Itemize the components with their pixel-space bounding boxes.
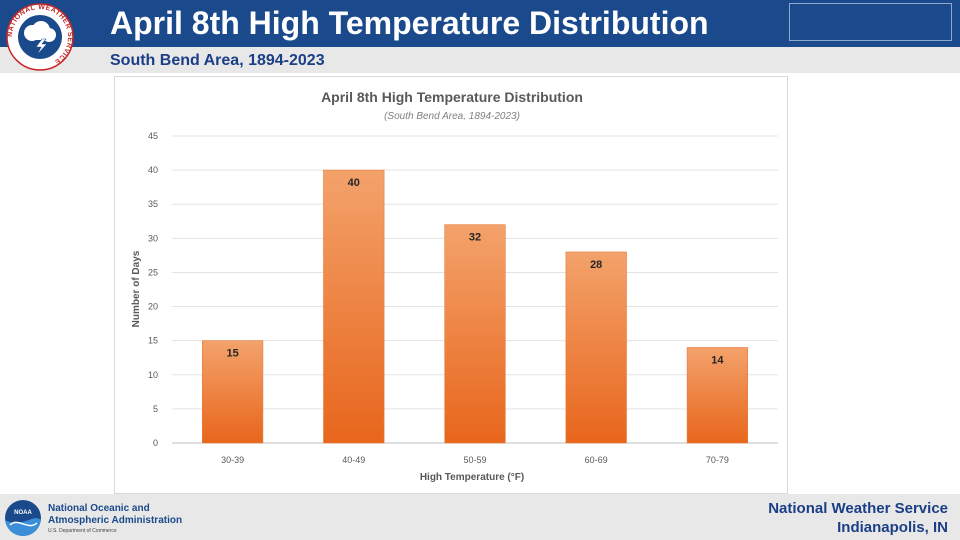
- chart-subtitle: (South Bend Area, 1894-2023): [384, 111, 520, 122]
- header-bar: [0, 0, 960, 47]
- page-subtitle: South Bend Area, 1894-2023: [110, 52, 325, 69]
- bar-30-39: [202, 340, 264, 444]
- y-tick-label: 20: [148, 302, 158, 312]
- y-tick-label: 0: [153, 438, 158, 448]
- bar-40-49: [323, 169, 385, 444]
- nws-office: National Weather Service Indianapolis, I…: [768, 499, 948, 537]
- y-tick-label: 30: [148, 233, 158, 243]
- bar-70-79: [686, 347, 748, 444]
- nws-office-line2: Indianapolis, IN: [837, 519, 948, 536]
- data-label: 28: [590, 259, 602, 271]
- noaa-org-line1: National Oceanic and: [48, 503, 150, 514]
- y-tick-label: 40: [148, 165, 158, 175]
- data-label: 14: [711, 354, 724, 366]
- noaa-department: U.S. Department of Commerce: [48, 528, 117, 534]
- x-axis-title: High Temperature (°F): [420, 472, 524, 483]
- page-title: April 8th High Temperature Distribution: [110, 5, 709, 41]
- bar-chart: April 8th High Temperature Distribution …: [131, 89, 778, 483]
- nws-office-line1: National Weather Service: [768, 500, 948, 517]
- y-tick-label: 15: [148, 336, 158, 346]
- chart-title: April 8th High Temperature Distribution: [321, 89, 583, 105]
- data-label: 32: [469, 232, 481, 244]
- x-tick-label: 60-69: [585, 455, 608, 465]
- nws-logo: NATIONAL WEATHER SERVICE: [6, 3, 74, 71]
- y-axis-title: Number of Days: [131, 250, 142, 327]
- header-placeholder-box: [789, 3, 952, 41]
- bar-50-59: [444, 224, 506, 444]
- noaa-org-line2: Atmospheric Administration: [48, 515, 183, 526]
- x-tick-label: 50-59: [463, 455, 486, 465]
- y-tick-label: 5: [153, 404, 158, 414]
- x-tick-label: 30-39: [221, 455, 244, 465]
- y-tick-label: 25: [148, 267, 158, 277]
- noaa-logo: NOAA: [5, 500, 41, 536]
- data-label: 15: [226, 348, 238, 360]
- noaa-org-name: National Oceanic and Atmospheric Adminis…: [48, 503, 248, 527]
- y-tick-label: 10: [148, 370, 158, 380]
- noaa-logo-text: NOAA: [14, 510, 32, 516]
- x-tick-label: 40-49: [342, 455, 365, 465]
- y-tick-label: 45: [148, 131, 158, 141]
- subheader-bar: [0, 47, 960, 73]
- y-tick-label: 35: [148, 199, 158, 209]
- x-tick-label: 70-79: [706, 455, 729, 465]
- bar-60-69: [565, 251, 627, 444]
- chart-frame: April 8th High Temperature Distribution …: [114, 76, 788, 494]
- footer-bar: [0, 494, 960, 540]
- data-label: 40: [348, 177, 360, 189]
